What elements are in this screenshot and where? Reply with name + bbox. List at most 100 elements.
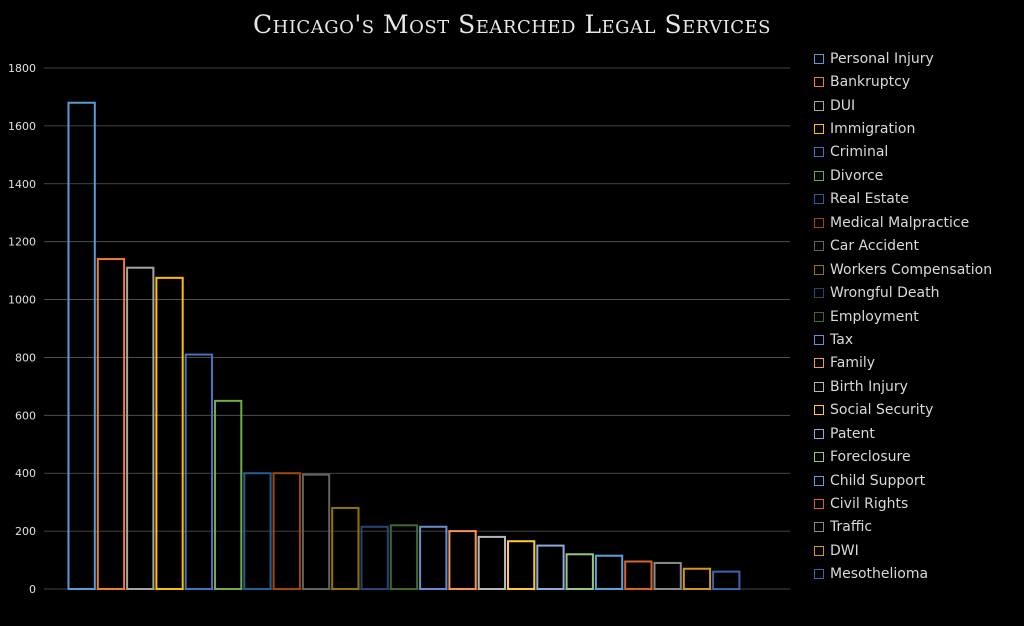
legend-label: Personal Injury (830, 50, 934, 67)
legend-swatch (814, 499, 824, 510)
legend-label: Patent (830, 425, 875, 442)
y-tick-label: 1000 (8, 294, 36, 307)
legend-swatch (814, 381, 824, 392)
legend: Personal Injury Bankruptcy DUI Immigration C… (814, 47, 992, 586)
legend-label: Car Accident (830, 238, 920, 255)
legend-label: DWI (830, 542, 859, 559)
legend-label: Tax (830, 331, 854, 348)
y-tick-label: 400 (15, 467, 36, 480)
legend-item: Car Accident (814, 235, 992, 258)
bar (507, 540, 536, 590)
legend-swatch (814, 147, 824, 158)
legend-swatch (814, 428, 824, 439)
bar (682, 567, 712, 591)
bar (360, 525, 389, 591)
bar (331, 506, 360, 591)
legend-label: Foreclosure (830, 449, 911, 466)
y-tick-label: 600 (15, 409, 36, 422)
bar (67, 101, 96, 590)
legend-label: DUI (830, 97, 856, 114)
legend-label: Mesothelioma (830, 566, 929, 583)
bar (448, 530, 477, 590)
legend-swatch (814, 405, 824, 416)
y-axis-ticks: 0 200 400 600 800 1000 1200 1400 1600 1800 (8, 62, 36, 596)
legend-item: Employment (814, 305, 992, 328)
legend-item: Birth Injury (814, 375, 992, 398)
bar (184, 353, 213, 590)
legend-label: Civil Rights (830, 496, 909, 513)
legend-swatch (814, 264, 824, 275)
legend-label: Immigration (830, 121, 916, 138)
bar (389, 524, 419, 590)
legend-label: Wrongful Death (830, 285, 940, 302)
legend-item: Personal Injury (814, 47, 992, 70)
y-tick-label: 200 (15, 525, 36, 538)
legend-swatch (814, 217, 824, 228)
bar (155, 276, 184, 590)
legend-item: Wrongful Death (814, 281, 992, 304)
legend-label: Real Estate (830, 191, 909, 208)
legend-swatch (814, 77, 824, 88)
y-tick-label: 1600 (8, 120, 36, 133)
legend-item: Tax (814, 328, 992, 351)
legend-swatch (814, 100, 824, 111)
legend-swatch (814, 475, 824, 486)
bar (712, 570, 741, 591)
bar (214, 399, 243, 590)
y-tick-label: 1400 (8, 178, 36, 191)
y-tick-label: 0 (29, 583, 36, 596)
legend-item: DWI (814, 539, 992, 562)
legend-item: Patent (814, 422, 992, 445)
y-tick-label: 1800 (8, 62, 36, 75)
bar (243, 472, 272, 591)
legend-label: Traffic (830, 519, 873, 536)
legend-swatch (814, 569, 824, 580)
legend-item: Divorce (814, 164, 992, 187)
legend-item: Foreclosure (814, 445, 992, 468)
y-tick-label: 800 (15, 351, 36, 364)
bar (536, 544, 565, 590)
legend-item: Traffic (814, 516, 992, 539)
legend-label: Employment (830, 308, 919, 325)
legend-item: Social Security (814, 399, 992, 422)
legend-item: Civil Rights (814, 492, 992, 515)
legend-swatch (814, 53, 824, 64)
bars (67, 101, 741, 591)
legend-swatch (814, 545, 824, 556)
legend-item: Real Estate (814, 188, 992, 211)
bar (594, 554, 624, 590)
legend-label: Social Security (830, 402, 934, 419)
legend-item: Child Support (814, 469, 992, 492)
legend-swatch (814, 170, 824, 181)
legend-label: Bankruptcy (830, 74, 911, 91)
legend-label: Birth Injury (830, 378, 908, 395)
legend-swatch (814, 241, 824, 252)
legend-label: Workers Compensation (830, 261, 993, 278)
bar (419, 525, 448, 591)
bar (477, 535, 507, 591)
legend-swatch (814, 124, 824, 135)
legend-item: Criminal (814, 141, 992, 164)
legend-swatch (814, 334, 824, 345)
legend-item: Immigration (814, 117, 992, 140)
bar (301, 473, 331, 590)
legend-label: Child Support (830, 472, 926, 489)
legend-item: Mesothelioma (814, 563, 992, 586)
legend-label: Family (830, 355, 876, 372)
bar (653, 561, 682, 591)
legend-swatch (814, 358, 824, 369)
legend-swatch (814, 522, 824, 533)
bar (272, 472, 301, 591)
legend-item: DUI (814, 94, 992, 117)
legend-item: Medical Malpractice (814, 211, 992, 234)
legend-item: Family (814, 352, 992, 375)
legend-swatch (814, 194, 824, 205)
legend-label: Medical Malpractice (830, 214, 970, 231)
legend-item: Workers Compensation (814, 258, 992, 281)
legend-item: Bankruptcy (814, 70, 992, 93)
bar (565, 553, 594, 590)
bar (126, 266, 155, 590)
legend-label: Divorce (830, 167, 884, 184)
legend-swatch (814, 288, 824, 299)
